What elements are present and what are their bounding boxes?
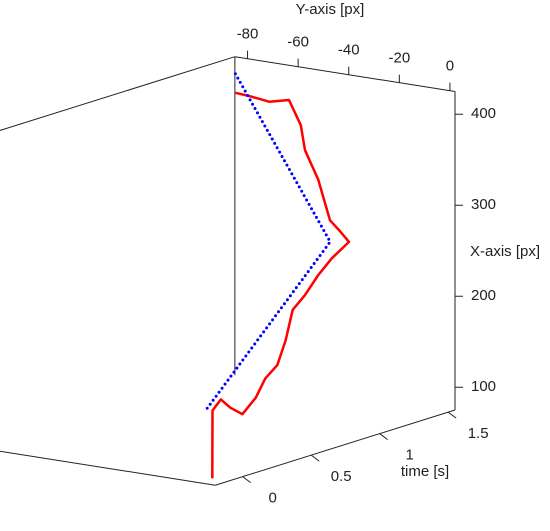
trajectory-line (205, 68, 332, 410)
box-edge (234, 56, 456, 92)
box-edge (215, 409, 456, 486)
time-tick (447, 411, 457, 419)
x-tick-label: 200 (471, 287, 496, 304)
x-tick-label: 100 (471, 378, 496, 395)
y-tick-label: 0 (446, 58, 454, 75)
y-tick-label: -80 (237, 26, 259, 43)
y-tick-label: -60 (287, 34, 309, 51)
time-tick-label: 0.5 (331, 468, 352, 485)
time-tick (242, 476, 251, 484)
x-tick-label: 400 (471, 105, 496, 122)
trajectory-line (211, 91, 351, 479)
x-axis-title: X-axis [px] (470, 243, 540, 260)
x-tick-label: 300 (471, 196, 496, 213)
y-tick-label: -40 (338, 42, 360, 59)
box-edge (0, 56, 236, 131)
y-axis-title: Y-axis [px] (296, 1, 365, 18)
time-tick-label: 1 (405, 447, 413, 464)
y-tick-label: -20 (388, 50, 410, 67)
time-tick-label: 1.5 (468, 425, 489, 442)
time-axis-title: time [s] (401, 463, 449, 480)
time-tick-label: 0 (268, 490, 276, 507)
time-tick (310, 454, 320, 462)
time-tick (379, 433, 388, 441)
box-edge (0, 450, 216, 486)
